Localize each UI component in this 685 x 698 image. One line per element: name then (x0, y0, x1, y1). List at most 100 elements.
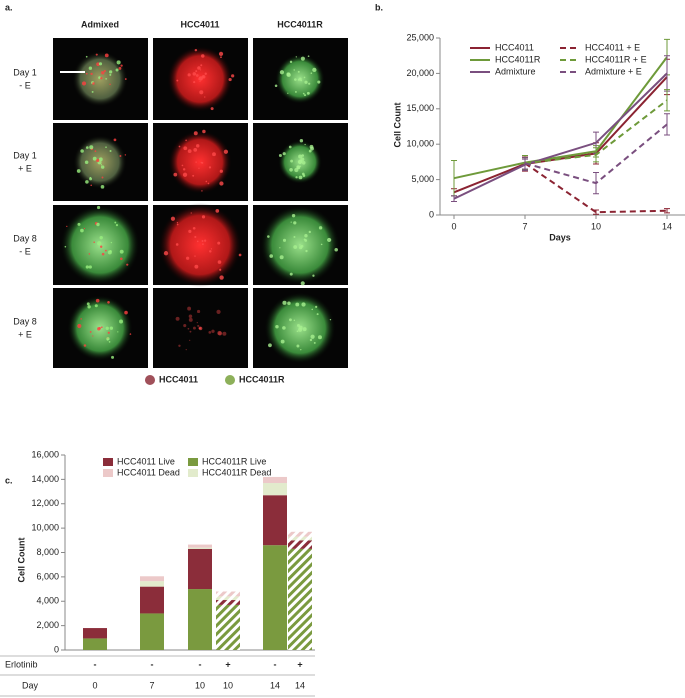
speckle (106, 337, 110, 341)
speckle (222, 331, 227, 336)
speckle (109, 249, 112, 253)
speckle (200, 64, 203, 67)
micrograph (153, 288, 248, 368)
speckle (219, 169, 223, 173)
speckle (193, 80, 196, 84)
speckle (93, 241, 95, 244)
speckle (199, 80, 201, 83)
speckle (124, 310, 128, 315)
speckle (109, 326, 113, 330)
speckle (85, 265, 89, 269)
speckle (95, 298, 100, 303)
x-tick-label: 10 (591, 221, 601, 231)
panel-label: c. (5, 475, 13, 485)
speckle (109, 70, 113, 74)
error-bar (593, 209, 599, 215)
speckle (317, 335, 322, 340)
speckle (307, 55, 310, 58)
speckle (219, 275, 224, 280)
speckle (176, 79, 179, 82)
speckle (302, 327, 307, 332)
speckle (279, 247, 281, 249)
legend-swatch (145, 375, 155, 385)
speckle (308, 82, 311, 85)
speckle (178, 344, 181, 348)
speckle (194, 255, 196, 257)
speckle (90, 72, 93, 76)
speckle (203, 239, 207, 242)
speckle (334, 247, 338, 252)
speckle (84, 160, 89, 165)
speckle (107, 331, 110, 334)
speckle (175, 316, 180, 321)
speckle (299, 165, 302, 167)
y-axis-label: Cell Count (16, 538, 26, 583)
y-tick-label: 4,000 (36, 596, 59, 606)
speckle (289, 60, 293, 64)
speckle (282, 326, 286, 330)
spheroid (72, 51, 128, 107)
erlotinib-label: - (151, 659, 154, 669)
speckle (195, 161, 197, 163)
speckle (296, 344, 300, 348)
speckle (116, 60, 121, 65)
y-tick-label: 8,000 (36, 547, 59, 557)
speckle (187, 327, 190, 330)
speckle (182, 172, 188, 177)
speckle (101, 176, 104, 179)
legend-swatch (103, 469, 113, 477)
speckle (289, 272, 293, 276)
speckle (107, 300, 110, 304)
speckle (105, 326, 109, 330)
speckle (98, 62, 103, 66)
row-label: - E (19, 80, 31, 90)
speckle (92, 335, 94, 337)
spheroid (158, 203, 242, 287)
speckle (198, 327, 201, 330)
speckle (183, 146, 188, 151)
speckle (193, 131, 198, 136)
speckle (308, 149, 312, 153)
y-tick-label: 10,000 (31, 523, 59, 533)
speckle (212, 152, 216, 157)
row-label: - E (19, 246, 31, 256)
spheroid (168, 130, 232, 194)
speckle (89, 331, 92, 333)
speckle (279, 70, 285, 75)
speckle (209, 250, 212, 253)
speckle (89, 145, 94, 150)
speckle (105, 146, 107, 149)
speckle (187, 73, 191, 77)
speckle (215, 209, 220, 213)
speckle (113, 138, 117, 142)
y-tick-label: 2,000 (36, 620, 59, 630)
speckle (96, 205, 101, 210)
speckle (86, 302, 90, 306)
speckle (97, 327, 101, 331)
speckle (286, 72, 291, 78)
speckle (126, 263, 129, 266)
speckle (96, 158, 100, 163)
speckle (118, 66, 122, 70)
speckle (267, 235, 270, 238)
speckle (310, 72, 313, 75)
speckle (100, 326, 103, 329)
bar-segment (216, 591, 240, 597)
bar-segment (140, 576, 164, 582)
erlotinib-label: - (94, 659, 97, 669)
bar-segment (263, 545, 287, 650)
speckle (85, 72, 88, 75)
speckle (188, 314, 193, 319)
y-tick-label: 12,000 (31, 498, 59, 508)
speckle (301, 302, 306, 307)
series-line (453, 56, 668, 180)
bar-segment (216, 596, 240, 601)
speckle (329, 318, 332, 321)
speckle (201, 215, 206, 219)
speckle (293, 319, 296, 322)
speckle (115, 68, 119, 72)
error-bar (664, 89, 670, 112)
speckle (300, 349, 302, 351)
speckle (196, 240, 199, 243)
